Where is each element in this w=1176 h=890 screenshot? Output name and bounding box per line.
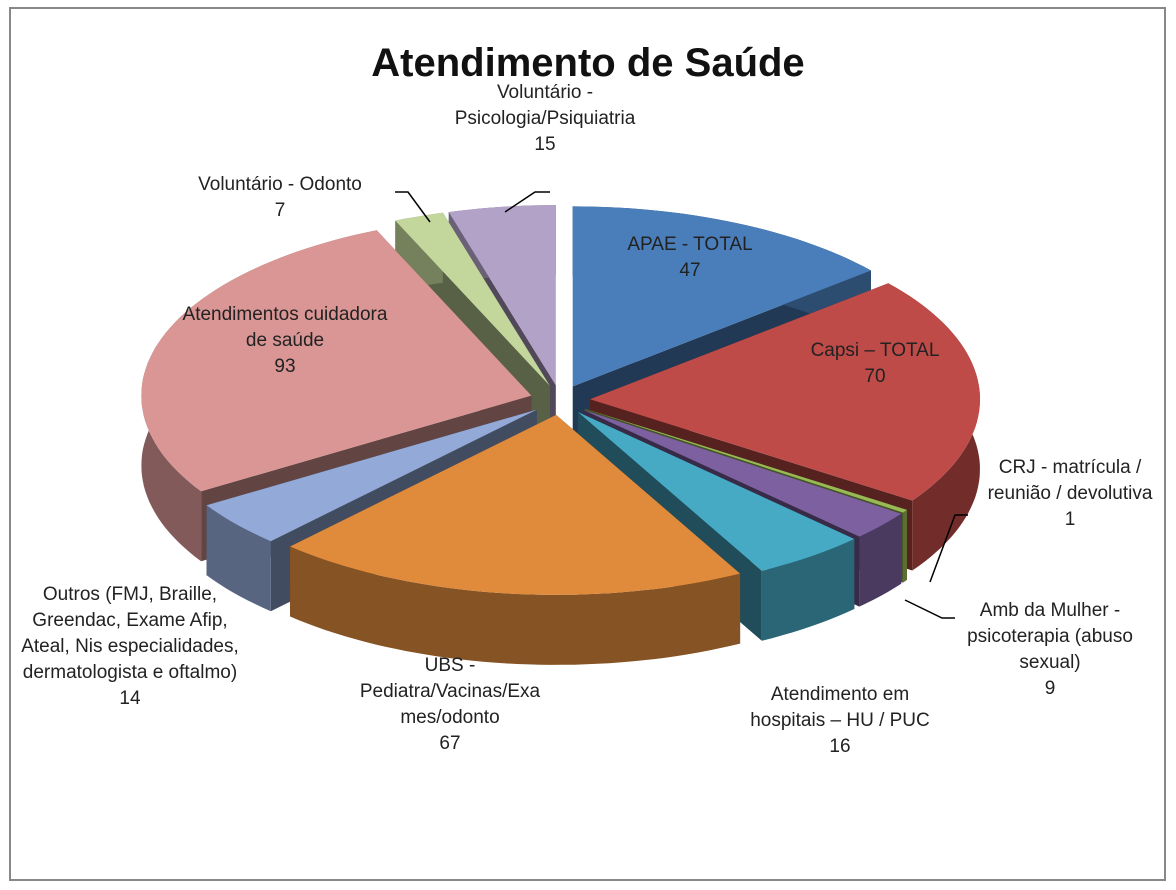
data-label: Atendimento em hospitais – HU / PUC 16 xyxy=(750,682,930,760)
slice-wall xyxy=(761,539,855,641)
category-label: CRJ - matrícula / reunião / devolutiva xyxy=(987,457,1153,504)
category-label: Atendimentos cuidadora de saúde xyxy=(182,304,388,351)
label-box: Capsi – TOTAL 70 xyxy=(790,338,960,390)
leader-line xyxy=(904,599,955,619)
value-label: 14 xyxy=(119,688,141,709)
data-label: Amb da Mulher - psicoterapia (abuso sexu… xyxy=(950,598,1150,702)
pie-slice xyxy=(572,206,871,387)
value-label: 67 xyxy=(439,733,461,754)
value-label: 16 xyxy=(829,736,851,757)
slice-wall xyxy=(902,509,907,583)
value-label: 1 xyxy=(1064,509,1076,530)
label-box: Outros (FMJ, Braille, Greendac, Exame Af… xyxy=(10,582,250,712)
value-label: 70 xyxy=(864,366,886,387)
data-label: Voluntário - Odonto 7 xyxy=(160,172,400,224)
label-box: Voluntário - Odonto 7 xyxy=(160,172,400,224)
leader-line xyxy=(929,514,968,583)
label-box: APAE - TOTAL 47 xyxy=(605,232,775,284)
category-label: Capsi – TOTAL xyxy=(810,340,940,361)
category-label: Amb da Mulher - psicoterapia (abuso sexu… xyxy=(967,600,1133,673)
value-label: 15 xyxy=(534,134,556,155)
category-label: APAE - TOTAL xyxy=(627,234,753,255)
value-label: 47 xyxy=(679,260,701,281)
pie-slice xyxy=(577,412,855,571)
slice-side xyxy=(206,409,537,576)
pie-slice xyxy=(395,212,550,386)
label-box: Atendimento em hospitais – HU / PUC 16 xyxy=(750,682,930,760)
data-label: UBS - Pediatra/Vacinas/Exames/odonto 67 xyxy=(355,653,545,757)
pie-slice xyxy=(141,230,532,492)
value-label: 93 xyxy=(274,356,296,377)
data-label: Capsi – TOTAL 70 xyxy=(790,338,960,390)
label-box: Amb da Mulher - psicoterapia (abuso sexu… xyxy=(950,598,1150,702)
label-box: Atendimentos cuidadora de saúde 93 xyxy=(180,302,390,380)
category-label: Atendimento em hospitais – HU / PUC xyxy=(750,684,930,731)
label-box: UBS - Pediatra/Vacinas/Exames/odonto 67 xyxy=(355,653,545,757)
category-label: Voluntário - Odonto xyxy=(198,174,362,195)
pie-slice xyxy=(584,408,907,513)
slice-wall xyxy=(206,505,271,612)
category-label: Outros (FMJ, Braille, Greendac, Exame Af… xyxy=(21,584,239,683)
pie-slice xyxy=(590,283,980,501)
data-label: CRJ - matrícula / reunião / devolutiva 1 xyxy=(965,455,1175,533)
slice-group xyxy=(290,414,741,665)
pie-slice xyxy=(206,409,537,542)
category-label: Voluntário - Psicologia/Psiquiatria xyxy=(454,82,636,129)
slice-wall xyxy=(859,513,902,607)
category-label: UBS - Pediatra/Vacinas/Exames/odonto xyxy=(359,655,541,728)
pie-slice xyxy=(290,414,741,595)
leader-lines xyxy=(395,191,968,619)
value-label: 7 xyxy=(274,200,286,221)
slice-wall xyxy=(290,546,741,665)
data-label: Voluntário - Psicologia/Psiquiatria 15 xyxy=(450,80,640,158)
value-label: 9 xyxy=(1044,678,1056,699)
data-label: Outros (FMJ, Braille, Greendac, Exame Af… xyxy=(10,582,250,712)
label-box: CRJ - matrícula / reunião / devolutiva 1 xyxy=(965,455,1175,533)
leader-line xyxy=(504,191,550,213)
pie-slice xyxy=(448,205,556,386)
chart-title: Atendimento de Saúde xyxy=(371,41,804,85)
leader-line xyxy=(395,191,431,223)
label-box: Voluntário - Psicologia/Psiquiatria 15 xyxy=(450,80,640,158)
pie-slice xyxy=(583,409,902,537)
data-label: APAE - TOTAL 47 xyxy=(605,232,775,284)
data-label: Atendimentos cuidadora de saúde 93 xyxy=(180,302,390,380)
